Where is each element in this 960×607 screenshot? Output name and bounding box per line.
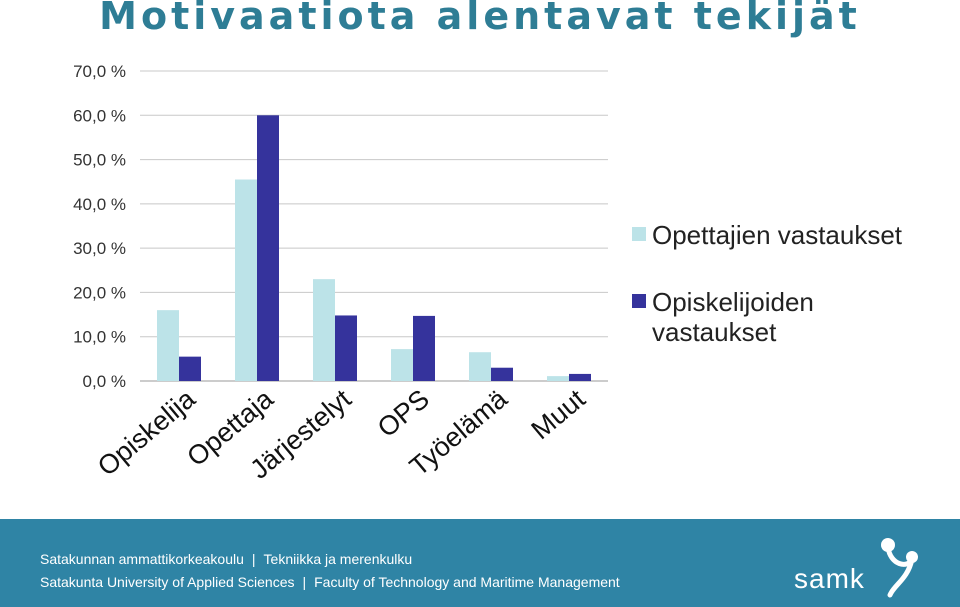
bar-students: [491, 367, 513, 381]
footer-line-english: Satakunta University of Applied Sciences…: [40, 574, 620, 590]
bar-students: [179, 356, 201, 381]
y-tick-label: 40,0 %: [73, 195, 126, 214]
y-tick-label: 20,0 %: [73, 283, 126, 302]
legend-label-students-line2: vastaukset: [652, 317, 777, 347]
samk-logo-text: samk: [794, 563, 865, 594]
footer-line-finnish: Satakunnan ammattikorkeakoulu | Tekniikka …: [40, 551, 412, 567]
bar-teachers: [547, 376, 569, 381]
bar-teachers: [391, 349, 413, 381]
bar-teachers: [235, 179, 257, 381]
y-tick-label: 30,0 %: [73, 239, 126, 258]
chart-title: Motivaatiota alentavat tekijät: [99, 0, 861, 38]
footer-university-en: Satakunta University of Applied Sciences: [40, 574, 295, 590]
bar-students: [413, 315, 435, 381]
bar-teachers: [157, 310, 179, 381]
x-tick-label: Opiskelija: [92, 383, 202, 482]
legend-swatch-teachers: [632, 227, 646, 241]
bar-chart: 0,0 % 10,0 % 20,0 % 30,0 % 40,0 % 50,0 % 60,0 …: [73, 62, 608, 485]
legend-swatch-students: [632, 294, 646, 308]
y-tick-label: 70,0 %: [73, 62, 126, 81]
legend-label-students-line1: Opiskelijoiden: [652, 287, 814, 317]
y-tick-label: 10,0 %: [73, 328, 126, 347]
footer-university-fi: Satakunnan ammattikorkeakoulu: [40, 551, 244, 567]
y-tick-label: 50,0 %: [73, 151, 126, 170]
footer-separator: |: [302, 574, 307, 590]
samk-logo-icon: [881, 538, 918, 598]
bar-students: [257, 115, 279, 382]
footer-separator: |: [251, 551, 256, 567]
footer-faculty-fi: Tekniikka ja merenkulku: [263, 551, 413, 567]
y-tick-label: 60,0 %: [73, 106, 126, 125]
footer-faculty-en: Faculty of Technology and Maritime Manag…: [314, 574, 620, 590]
x-tick-label: OPS: [372, 384, 435, 444]
x-tick-label: Muut: [526, 383, 592, 445]
y-tick-label: 0,0 %: [83, 372, 126, 391]
footer-band: Satakunnan ammattikorkeakoulu | Tekniikka …: [0, 519, 960, 607]
bar-students: [569, 373, 591, 381]
bar-teachers: [313, 279, 335, 381]
legend-label-teachers: Opettajien vastaukset: [652, 220, 903, 250]
bar-teachers: [469, 352, 491, 381]
legend-label-students: Opiskelijoiden vastaukset: [652, 287, 952, 347]
bar-students: [335, 315, 357, 381]
